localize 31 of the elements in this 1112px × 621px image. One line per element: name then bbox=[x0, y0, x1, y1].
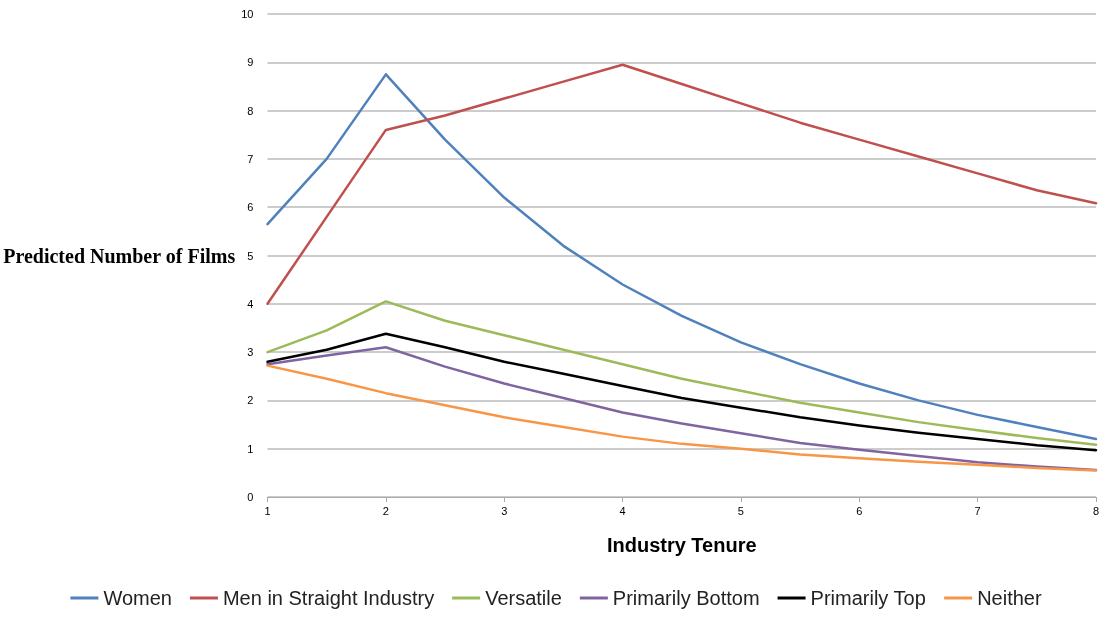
x-tick-label: 2 bbox=[382, 504, 389, 517]
legend-label: Primarily Bottom bbox=[612, 587, 760, 609]
x-tick-label: 6 bbox=[856, 504, 863, 517]
y-axis-title: Predicted Number of Films bbox=[3, 244, 236, 267]
line-series bbox=[266, 300, 1098, 447]
x-tick-label: 3 bbox=[501, 504, 508, 517]
y-tick-label: 3 bbox=[247, 346, 254, 359]
y-tick-label: 5 bbox=[247, 249, 254, 262]
x-tick-label: 8 bbox=[1092, 504, 1100, 517]
line-series bbox=[266, 73, 1098, 441]
x-tick-label: 4 bbox=[619, 504, 626, 517]
y-tick-label: 0 bbox=[247, 491, 254, 503]
y-tick-label: 1 bbox=[247, 442, 254, 455]
y-tick-label: 4 bbox=[247, 297, 254, 310]
y-tick-label: 6 bbox=[247, 201, 254, 214]
y-tick-label: 2 bbox=[247, 394, 254, 407]
legend-label: Men in Straight Industry bbox=[222, 587, 435, 609]
line-series bbox=[266, 332, 1098, 452]
y-tick-label: 7 bbox=[247, 152, 254, 165]
line-series bbox=[266, 63, 1098, 306]
x-tick-label: 1 bbox=[264, 504, 271, 517]
x-tick-label: 5 bbox=[737, 504, 744, 517]
legend-label: Primarily Top bbox=[810, 587, 926, 609]
legend-label: Neither bbox=[977, 587, 1042, 609]
y-tick-label: 8 bbox=[247, 104, 254, 117]
y-tick-label: 10 bbox=[241, 8, 254, 20]
legend-label: Women bbox=[103, 587, 172, 609]
x-tick-label: 7 bbox=[974, 504, 981, 517]
x-axis-title: Industry Tenure bbox=[606, 534, 757, 556]
legend-label: Versatile bbox=[485, 587, 562, 609]
y-tick-label: 9 bbox=[247, 56, 254, 69]
